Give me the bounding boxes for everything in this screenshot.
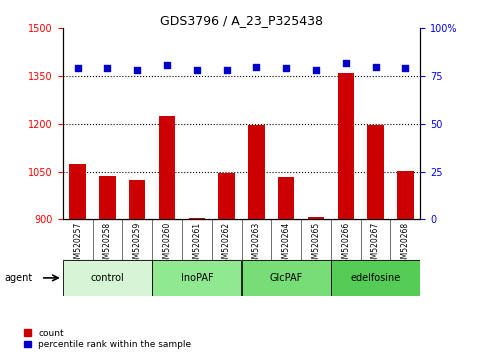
Text: InoPAF: InoPAF <box>181 273 213 283</box>
Bar <box>218 173 235 219</box>
Bar <box>129 179 145 219</box>
Text: GSM520258: GSM520258 <box>103 222 112 268</box>
Point <box>163 62 171 68</box>
Point <box>312 68 320 73</box>
Bar <box>397 171 413 219</box>
Bar <box>242 260 331 296</box>
Point <box>104 65 112 71</box>
Bar <box>70 164 86 219</box>
Bar <box>152 260 242 296</box>
Text: GSM520259: GSM520259 <box>133 222 142 268</box>
Text: GlcPAF: GlcPAF <box>270 273 303 283</box>
Point <box>401 65 409 71</box>
Bar <box>248 126 265 219</box>
Point <box>282 65 290 71</box>
Point <box>74 65 82 71</box>
Text: GSM520267: GSM520267 <box>371 222 380 268</box>
Title: GDS3796 / A_23_P325438: GDS3796 / A_23_P325438 <box>160 14 323 27</box>
Text: GSM520263: GSM520263 <box>252 222 261 268</box>
Text: GSM520262: GSM520262 <box>222 222 231 268</box>
Point <box>133 68 141 73</box>
Text: GSM520268: GSM520268 <box>401 222 410 268</box>
Text: GSM520264: GSM520264 <box>282 222 291 268</box>
Point <box>193 68 201 73</box>
Text: agent: agent <box>5 273 33 283</box>
Point <box>342 60 350 65</box>
Text: GSM520266: GSM520266 <box>341 222 350 268</box>
Bar <box>278 177 294 219</box>
Bar <box>159 116 175 219</box>
Point <box>253 64 260 69</box>
Bar <box>189 218 205 219</box>
Text: GSM520257: GSM520257 <box>73 222 82 268</box>
Bar <box>338 73 354 219</box>
Text: GSM520265: GSM520265 <box>312 222 320 268</box>
Bar <box>368 126 384 219</box>
Bar <box>63 260 152 296</box>
Point <box>372 64 380 69</box>
Bar <box>99 176 115 219</box>
Bar <box>308 217 324 219</box>
Text: GSM520261: GSM520261 <box>192 222 201 268</box>
Legend: count, percentile rank within the sample: count, percentile rank within the sample <box>24 329 191 349</box>
Text: edelfosine: edelfosine <box>350 273 401 283</box>
Point <box>223 68 230 73</box>
Bar <box>331 260 420 296</box>
Text: GSM520260: GSM520260 <box>163 222 171 268</box>
Text: control: control <box>91 273 124 283</box>
